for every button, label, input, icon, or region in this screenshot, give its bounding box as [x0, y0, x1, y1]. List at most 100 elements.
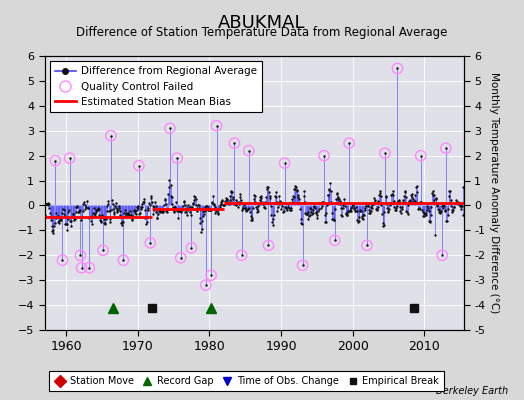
Point — [287, 205, 296, 211]
Point — [258, 200, 267, 206]
Point — [313, 212, 321, 218]
Point — [92, 207, 101, 213]
Point — [106, 132, 115, 139]
Point — [328, 216, 336, 222]
Point — [272, 199, 281, 205]
Point — [358, 213, 366, 219]
Point — [151, 203, 160, 209]
Point — [411, 198, 419, 204]
Point — [454, 198, 463, 205]
Point — [425, 218, 433, 224]
Point — [185, 205, 193, 211]
Point — [134, 203, 142, 210]
Point — [219, 202, 227, 208]
Point — [58, 210, 66, 216]
Point — [458, 202, 466, 209]
Point — [268, 222, 277, 228]
Point — [189, 200, 198, 206]
Point — [372, 205, 380, 212]
Point — [455, 200, 463, 206]
Point — [63, 216, 72, 222]
Point — [173, 214, 182, 221]
Point — [300, 188, 308, 194]
Point — [255, 196, 264, 203]
Point — [69, 211, 78, 217]
Point — [431, 196, 440, 202]
Point — [330, 217, 339, 223]
Point — [408, 191, 417, 198]
Point — [168, 201, 177, 208]
Point — [298, 262, 307, 268]
Point — [57, 217, 66, 224]
Point — [311, 204, 319, 211]
Point — [277, 205, 285, 212]
Point — [302, 211, 311, 217]
Point — [233, 200, 241, 206]
Point — [386, 199, 395, 206]
Point — [451, 200, 459, 206]
Point — [42, 201, 50, 208]
Point — [443, 212, 452, 218]
Point — [434, 207, 443, 214]
Point — [273, 208, 281, 215]
Point — [233, 199, 242, 206]
Point — [190, 196, 198, 203]
Point — [180, 199, 189, 205]
Point — [71, 209, 80, 215]
Point — [240, 202, 248, 208]
Point — [433, 202, 441, 208]
Point — [448, 207, 456, 213]
Point — [209, 192, 217, 199]
Point — [425, 218, 434, 224]
Point — [404, 202, 412, 208]
Point — [375, 189, 384, 196]
Point — [135, 162, 143, 169]
Point — [119, 257, 127, 264]
Point — [266, 195, 274, 201]
Point — [169, 209, 178, 216]
Point — [181, 209, 190, 215]
Point — [348, 202, 357, 208]
Point — [396, 204, 404, 210]
Point — [54, 220, 63, 226]
Point — [43, 201, 51, 207]
Point — [163, 206, 172, 212]
Point — [62, 221, 70, 228]
Point — [63, 220, 71, 227]
Point — [53, 213, 61, 219]
Point — [73, 203, 81, 209]
Point — [150, 207, 158, 214]
Point — [84, 205, 92, 211]
Point — [281, 204, 289, 210]
Point — [127, 216, 136, 222]
Point — [225, 197, 234, 203]
Point — [329, 216, 337, 222]
Point — [406, 197, 414, 203]
Point — [328, 210, 336, 216]
Point — [365, 206, 373, 213]
Point — [53, 213, 62, 219]
Point — [410, 199, 418, 206]
Point — [384, 208, 392, 214]
Point — [255, 200, 263, 207]
Point — [335, 198, 344, 204]
Point — [326, 180, 334, 186]
Point — [336, 200, 344, 207]
Point — [310, 204, 319, 210]
Point — [264, 242, 272, 248]
Point — [424, 208, 433, 215]
Point — [455, 202, 464, 209]
Point — [229, 196, 237, 202]
Point — [357, 207, 365, 214]
Point — [168, 194, 176, 200]
Point — [114, 207, 122, 213]
Point — [51, 158, 60, 164]
Point — [418, 206, 426, 213]
Point — [155, 208, 163, 215]
Point — [306, 205, 314, 211]
Point — [444, 206, 452, 212]
Point — [133, 204, 141, 210]
Point — [341, 203, 349, 209]
Point — [145, 200, 153, 206]
Point — [230, 140, 238, 146]
